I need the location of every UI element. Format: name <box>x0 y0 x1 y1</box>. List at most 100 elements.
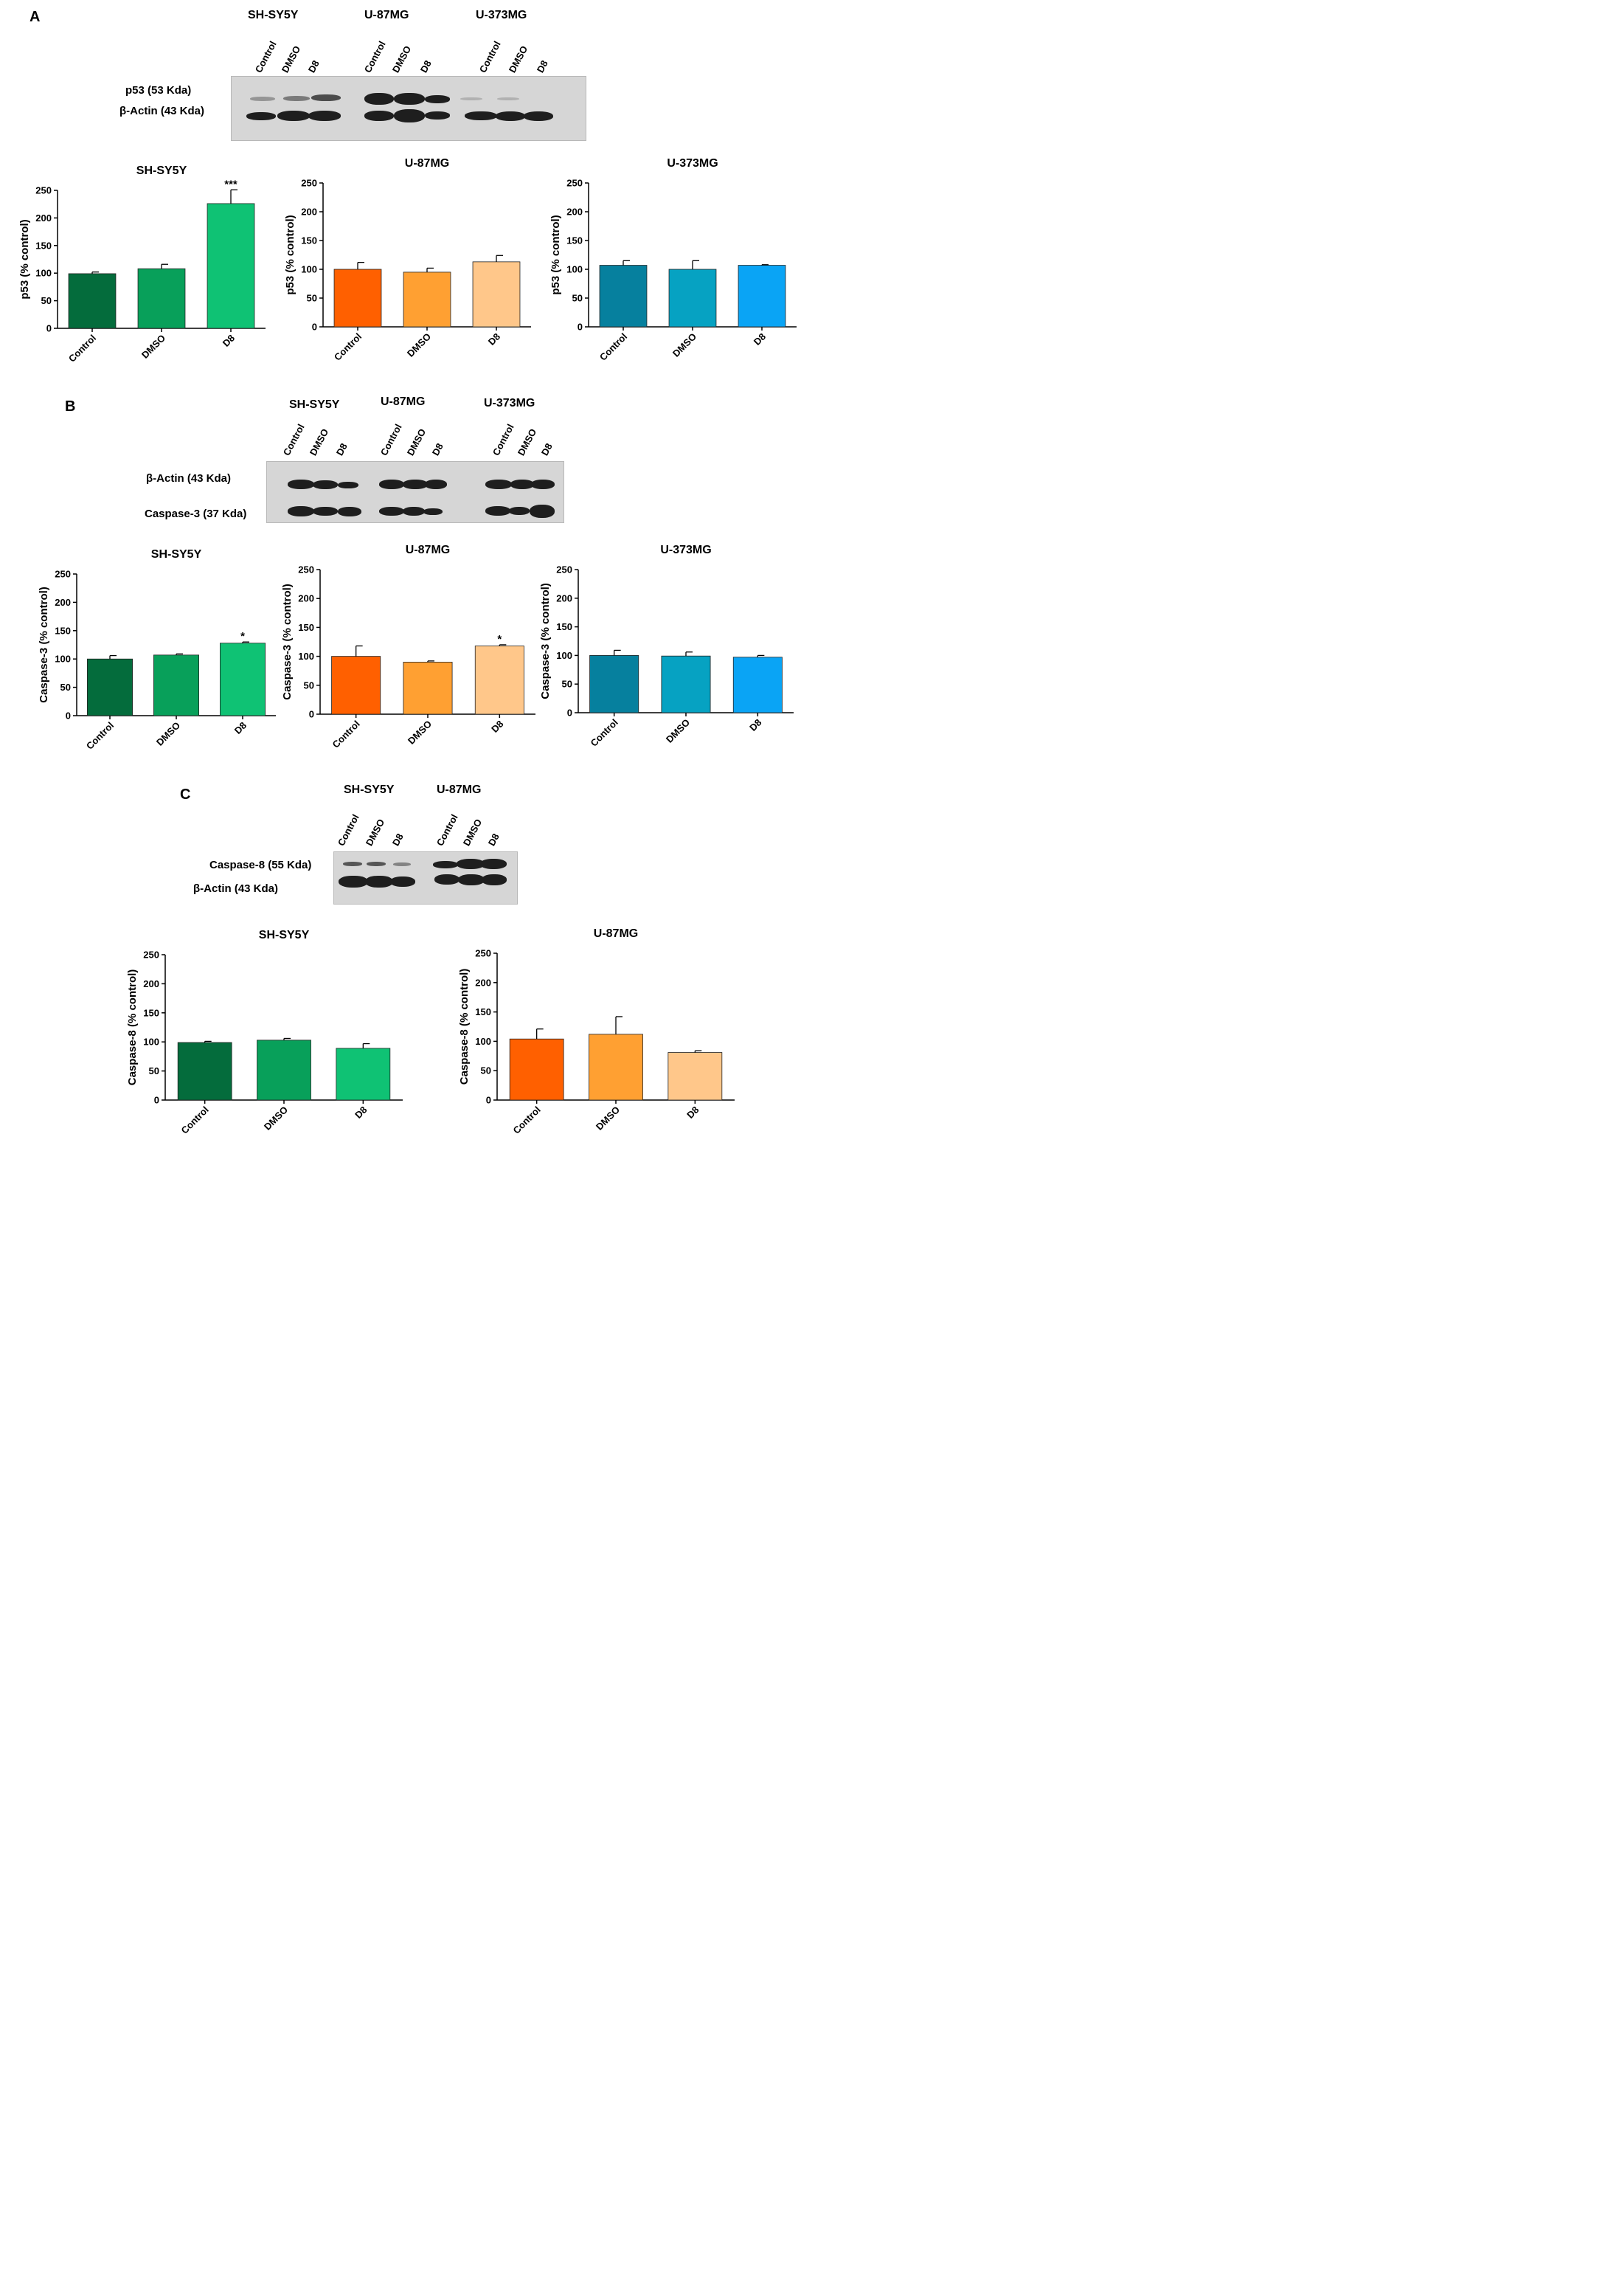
band <box>313 480 338 489</box>
band <box>531 480 555 489</box>
y-tick-label: 50 <box>481 1065 491 1076</box>
band <box>246 112 276 120</box>
band <box>338 482 358 488</box>
blot-a-label-p53: p53 (53 Kda) <box>125 84 192 97</box>
y-tick-label: 100 <box>475 1036 491 1047</box>
y-tick-label: 50 <box>60 682 71 693</box>
y-tick-label: 0 <box>46 323 52 334</box>
x-tick-label: Control <box>330 719 361 750</box>
y-tick-label: 0 <box>66 710 71 722</box>
y-axis-label: p53 (% control) <box>549 215 562 294</box>
band <box>460 97 482 100</box>
panel-letter-c: C <box>180 786 191 803</box>
y-tick-label: 100 <box>143 1037 159 1048</box>
band <box>367 862 386 866</box>
x-tick-label: Control <box>66 333 98 364</box>
bar <box>474 646 524 715</box>
band <box>394 93 425 105</box>
x-tick-label: Control <box>84 720 116 752</box>
band <box>434 874 460 885</box>
y-axis-label: Caspase-8 (% control) <box>458 969 471 1085</box>
significance-marker: *** <box>224 178 237 190</box>
blot-b-cell-line-sh-sy5y: SH-SY5Y <box>289 398 340 411</box>
bar <box>177 1042 232 1101</box>
y-tick-label: 0 <box>567 708 572 719</box>
blot-b-lane-dmso: DMSO <box>307 426 331 457</box>
blot-b-lane-control: Control <box>490 422 516 457</box>
bar-chart-c-u87mg: U-87MG Caspase-8 (% control) 0 50 100 150 200 2… <box>458 927 735 1136</box>
y-tick-label: 50 <box>41 295 52 306</box>
bar <box>668 269 717 328</box>
band <box>311 94 341 101</box>
bar <box>219 643 266 716</box>
y-axis-label: p53 (% control) <box>284 215 297 294</box>
x-tick-label: Control <box>332 331 364 363</box>
blot-a-cell-line-u373mg: U-373MG <box>476 9 527 21</box>
blot-a-lane-dmso: DMSO <box>389 44 414 75</box>
band <box>509 507 530 515</box>
bar <box>732 657 783 713</box>
x-tick-label: Control <box>588 717 620 749</box>
blot-a-lane-d8: D8 <box>417 58 434 75</box>
y-tick-label: 100 <box>556 650 572 661</box>
x-tick-label: DMSO <box>670 331 698 359</box>
blot-b-lane-control: Control <box>378 422 404 457</box>
band <box>433 861 458 868</box>
blot-b-label-actin: β-Actin (43 Kda) <box>146 472 231 485</box>
bar-chart-a-u87mg: U-87MG p53 (% control) 0 50 100 150 200 250 Cont… <box>284 157 531 363</box>
band <box>485 480 512 489</box>
bar <box>661 655 711 713</box>
chart-title: U-87MG <box>405 157 449 170</box>
band <box>510 480 534 489</box>
blot-c-cell-line-u87mg: U-87MG <box>437 784 482 796</box>
bar <box>403 662 453 715</box>
band <box>250 97 275 101</box>
x-tick-label: DMSO <box>594 1104 622 1133</box>
bar <box>207 203 255 329</box>
y-tick-label: 200 <box>298 593 314 604</box>
y-axis-label: Caspase-3 (% control) <box>281 584 294 700</box>
chart-title: U-87MG <box>406 544 450 556</box>
y-tick-label: 150 <box>556 621 572 632</box>
blot-b-lane-dmso: DMSO <box>404 426 429 457</box>
bar-chart-a-sh-sy5y: SH-SY5Y p53 (% control) 0 50 100 150 200 250 Con… <box>18 165 266 364</box>
band <box>338 507 361 516</box>
bar <box>153 654 199 716</box>
band <box>482 874 507 885</box>
blot-a-lane-control: Control <box>252 39 279 75</box>
bar <box>599 265 648 328</box>
band <box>480 859 507 869</box>
y-axis-label: Caspase-3 (% control) <box>38 587 50 703</box>
blot-c-cell-line-sh-sy5y: SH-SY5Y <box>344 784 395 796</box>
blot-a-cell-line-sh-sy5y: SH-SY5Y <box>248 9 299 21</box>
band <box>530 505 555 518</box>
bar <box>331 656 381 715</box>
blot-b-label-caspase3: Caspase-3 (37 Kda) <box>145 508 247 520</box>
blot-b-cell-line-u87mg: U-87MG <box>381 395 426 408</box>
y-tick-label: 50 <box>572 293 583 304</box>
bar <box>589 654 639 713</box>
bar <box>68 273 117 329</box>
band <box>403 480 428 489</box>
y-tick-label: 50 <box>149 1065 159 1076</box>
band <box>485 506 510 516</box>
blot-a-label-actin: β-Actin (43 Kda) <box>119 105 204 117</box>
bar <box>509 1038 564 1101</box>
bar <box>472 261 521 328</box>
blot-c-lane-dmso: DMSO <box>460 817 485 848</box>
x-tick-label: D8 <box>747 717 763 733</box>
bar <box>589 1034 643 1101</box>
x-tick-label: DMSO <box>664 717 692 745</box>
bar-chart-b-u87mg: U-87MG Caspase-3 (% control) 0 50 100 150 200 2… <box>281 544 535 750</box>
x-tick-label: DMSO <box>406 719 434 747</box>
y-tick-label: 250 <box>301 178 317 189</box>
y-tick-label: 200 <box>35 212 52 224</box>
bar-chart-b-u373mg: U-373MG Caspase-3 (% control) 0 50 100 150 200… <box>539 544 794 749</box>
blot-c-lane-d8: D8 <box>389 831 406 848</box>
x-tick-label: D8 <box>486 331 502 347</box>
y-tick-label: 100 <box>298 651 314 662</box>
y-tick-label: 100 <box>35 268 52 279</box>
bar <box>87 658 133 716</box>
blot-b-lane-dmso: DMSO <box>515 426 539 457</box>
band <box>379 480 404 489</box>
